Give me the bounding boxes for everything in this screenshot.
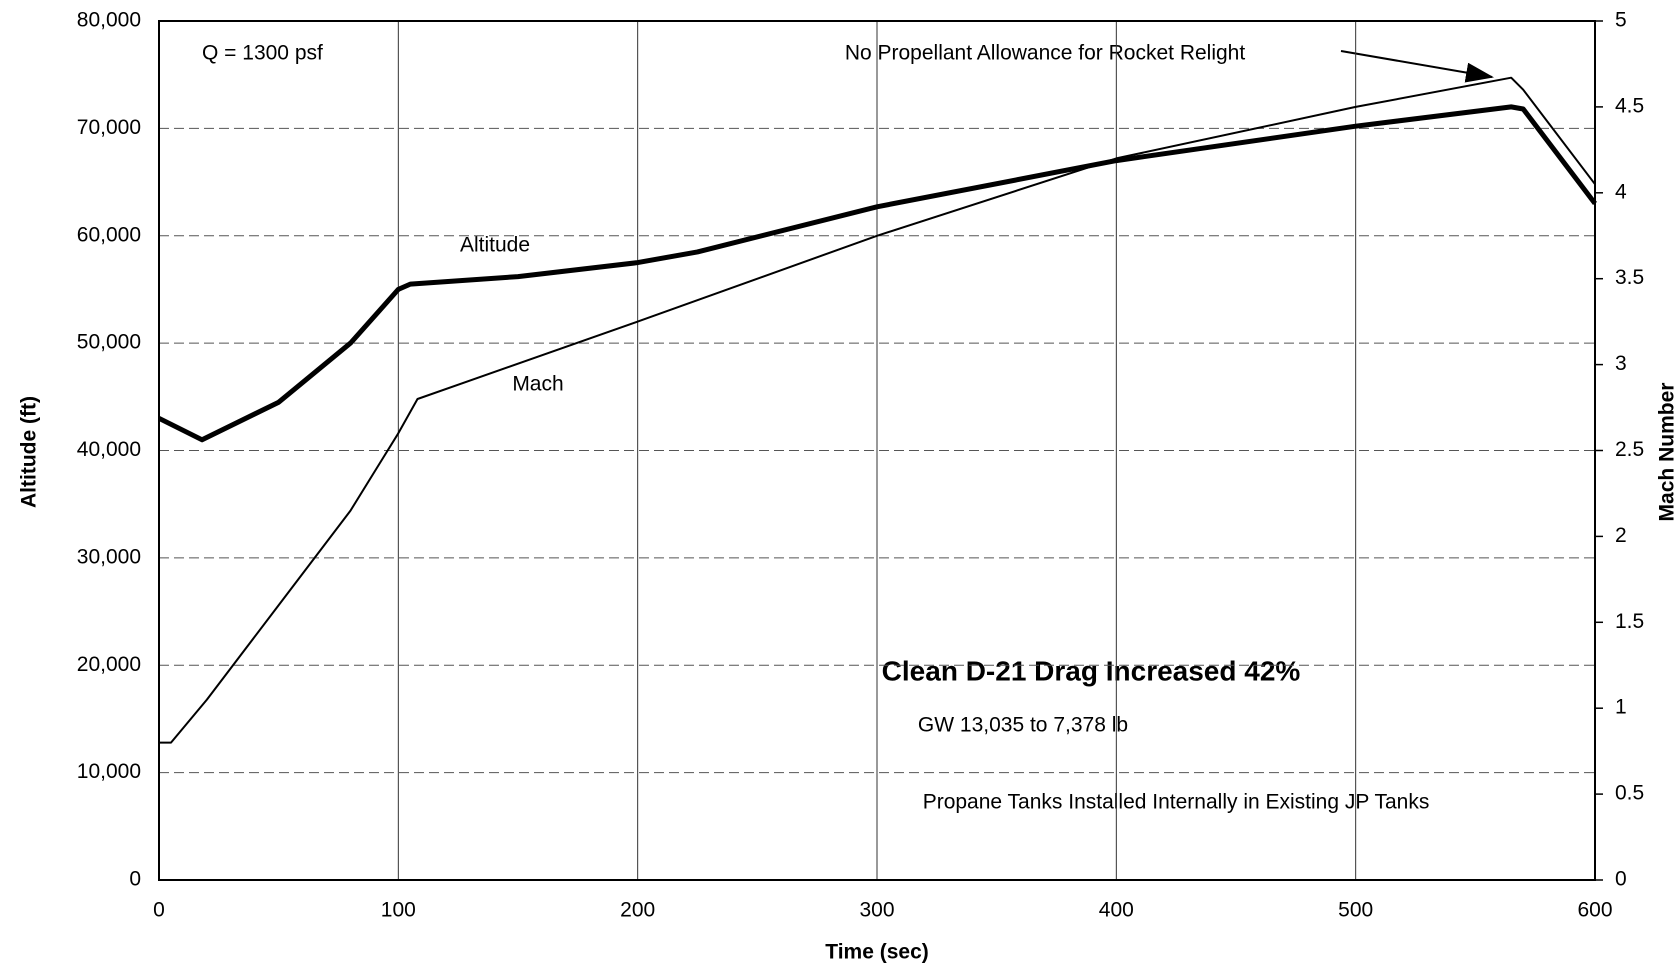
annotation: Propane Tanks Installed Internally in Ex… <box>923 791 1430 814</box>
series-label: Mach <box>512 373 563 396</box>
x-tick-label: 300 <box>859 899 894 922</box>
y-tick-label: 40,000 <box>77 438 141 461</box>
x-tick-label: 200 <box>620 899 655 922</box>
plot-frame <box>158 20 1596 881</box>
y-tick-label: 50,000 <box>77 331 141 354</box>
y-tick-label: 20,000 <box>77 653 141 676</box>
annotation: Clean D-21 Drag Increased 42% <box>882 655 1301 686</box>
y-tick-label: 60,000 <box>77 223 141 246</box>
y2-tick-label: 3.5 <box>1615 266 1644 289</box>
y2-tick-label: 5 <box>1615 9 1627 32</box>
y-tick-label: 70,000 <box>77 116 141 139</box>
series-label: Altitude <box>460 234 530 257</box>
x-tick-label: 600 <box>1577 899 1612 922</box>
y2-tick-label: 2.5 <box>1615 438 1644 461</box>
x-tick-label: 100 <box>381 899 416 922</box>
y-tick-label: 0 <box>129 868 141 891</box>
line <box>159 76 1596 744</box>
y-tick-label: 10,000 <box>77 760 141 783</box>
y2-tick-label: 4 <box>1615 180 1627 203</box>
x-tick-label: 400 <box>1099 899 1134 922</box>
y-tick-label: 30,000 <box>77 545 141 568</box>
y2-tick-label: 0.5 <box>1615 782 1644 805</box>
y2-tick-label: 1 <box>1615 696 1627 719</box>
x-axis-title: Time (sec) <box>825 941 929 964</box>
y2-tick-label: 1.5 <box>1615 610 1644 633</box>
annotation: GW 13,035 to 7,378 lb <box>918 714 1128 737</box>
y-axis-title: Altitude (ft) <box>18 396 41 508</box>
y2-tick-label: 4.5 <box>1615 94 1644 117</box>
x-tick-label: 0 <box>153 899 165 922</box>
y2-tick-label: 0 <box>1615 868 1627 891</box>
y2-tick-label: 3 <box>1615 352 1627 375</box>
y2-axis-title: Mach Number <box>1656 383 1679 522</box>
y2-tick-label: 2 <box>1615 524 1627 547</box>
x-tick-label: 500 <box>1338 899 1373 922</box>
annotation-arrow <box>1340 50 1494 83</box>
annotation: No Propellant Allowance for Rocket Relig… <box>845 42 1246 65</box>
y-tick-label: 80,000 <box>77 9 141 32</box>
annotation: Q = 1300 psf <box>202 42 323 65</box>
line <box>157 104 1597 443</box>
